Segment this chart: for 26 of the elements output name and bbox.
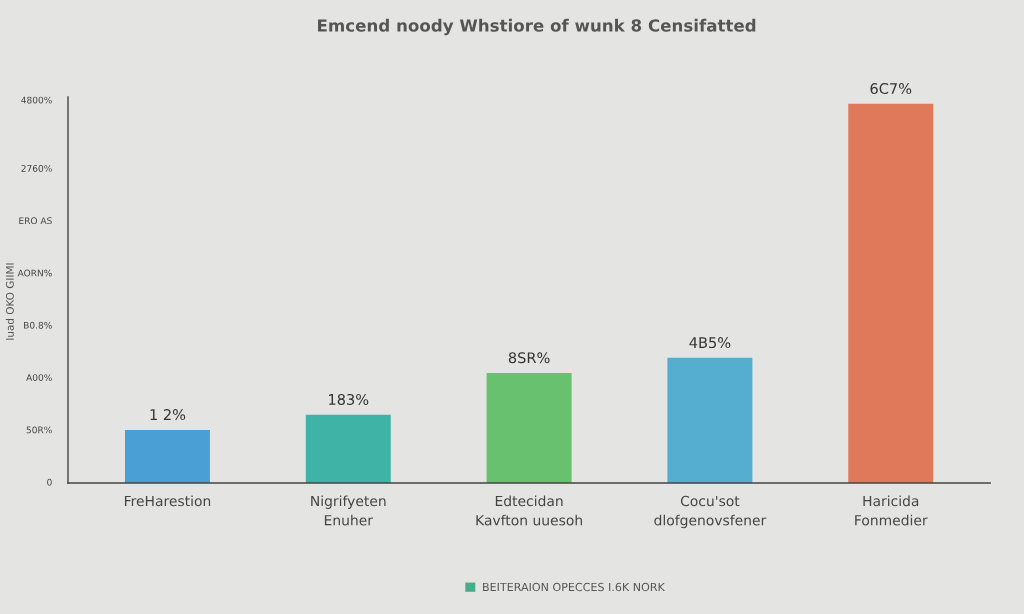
text: 4800% xyxy=(21,96,52,104)
x-tick-label: Nigrifyeten Enuher xyxy=(311,495,386,526)
x-tick-label: FreHarestion xyxy=(124,495,211,507)
text: B0.8% xyxy=(24,321,52,329)
text: A00% xyxy=(26,374,52,381)
annotation: 8SR% xyxy=(508,352,550,364)
text: 50R% xyxy=(26,426,52,434)
text: 6C7% xyxy=(870,83,912,95)
bar xyxy=(848,103,934,483)
bar xyxy=(486,373,572,483)
text: AORN% xyxy=(17,269,52,277)
bar xyxy=(124,429,210,483)
x-tick-label: Haricida Fonmedier xyxy=(855,495,928,526)
annotation: 4B5% xyxy=(689,337,731,349)
bar xyxy=(305,414,391,483)
text: ERO AS xyxy=(19,217,52,225)
text: 2760% xyxy=(21,164,52,172)
annotation: 1 2% xyxy=(150,409,186,421)
bar xyxy=(667,357,753,483)
x-tick-label: Edtecidan Kavfton uuesoh xyxy=(476,495,582,526)
text: BEITERAION OPECCES I.6K NORK xyxy=(483,582,666,592)
text: 0 xyxy=(47,478,52,486)
x-tick-label: Cocu'sot dlofgenovsfener xyxy=(654,495,767,529)
annotation: 183% xyxy=(329,393,369,405)
chart-title: Emcend noody Whstiore of wunk 8 Censifatted xyxy=(318,18,756,36)
text: Iuad OKO GIIMI xyxy=(5,263,14,340)
